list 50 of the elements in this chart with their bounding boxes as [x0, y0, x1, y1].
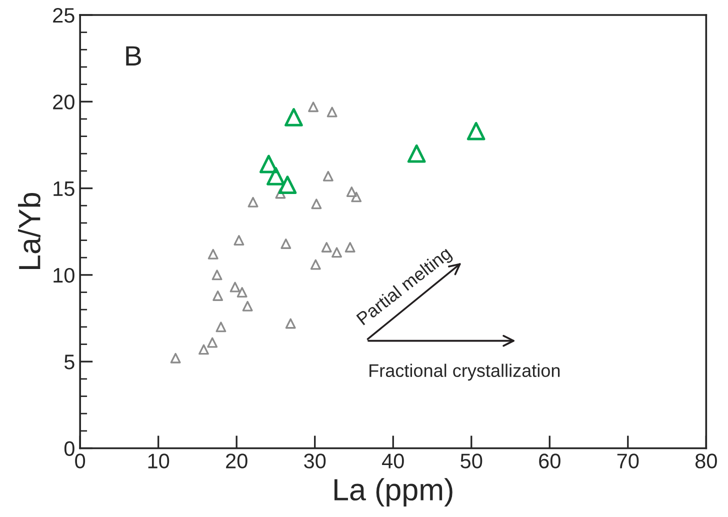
y-tick-label: 0	[64, 441, 74, 456]
x-tick-label: 50	[460, 454, 482, 468]
point	[280, 238, 292, 249]
x-tick-label: 30	[304, 454, 326, 468]
point	[351, 192, 362, 202]
point	[234, 235, 244, 246]
point	[311, 198, 322, 210]
y-tick-label: 15	[54, 182, 74, 196]
point	[310, 259, 321, 270]
x-tick-label: 60	[539, 454, 560, 468]
point	[275, 188, 286, 199]
x-tick-label: 20	[226, 454, 248, 468]
x-tick-label: 70	[617, 454, 639, 468]
point	[278, 176, 297, 194]
x-tick-label: 40	[382, 454, 404, 468]
point	[198, 344, 209, 355]
point	[407, 144, 426, 163]
y-axis-title: La/Yb	[18, 192, 40, 270]
point	[346, 186, 357, 197]
point	[242, 300, 253, 312]
point	[332, 247, 342, 258]
point	[208, 248, 218, 260]
point	[344, 242, 356, 252]
x-tick-label: 10	[148, 454, 170, 468]
point	[308, 102, 319, 112]
point	[326, 106, 338, 118]
point	[212, 290, 224, 301]
point	[170, 352, 181, 364]
x-axis-title: La (ppm)	[334, 478, 452, 507]
x-tick-label: 80	[695, 454, 717, 468]
y-tick-label: 20	[53, 94, 74, 110]
annotation: Fractional crystallization	[370, 364, 560, 381]
annotation: B	[126, 46, 141, 66]
y-tick-label: 25	[53, 8, 74, 23]
point	[216, 322, 226, 332]
point	[284, 108, 303, 126]
point	[322, 170, 334, 182]
point	[466, 122, 486, 140]
point	[207, 337, 218, 348]
point	[321, 242, 332, 252]
point	[248, 196, 258, 208]
point	[236, 287, 248, 298]
point	[260, 154, 278, 174]
point	[230, 282, 240, 292]
y-tick-label: 5	[64, 354, 74, 370]
point	[285, 318, 296, 329]
point	[212, 270, 222, 280]
y-tick-label: 10	[54, 268, 74, 283]
point	[266, 166, 285, 186]
x-tick-label: 0	[75, 454, 86, 468]
